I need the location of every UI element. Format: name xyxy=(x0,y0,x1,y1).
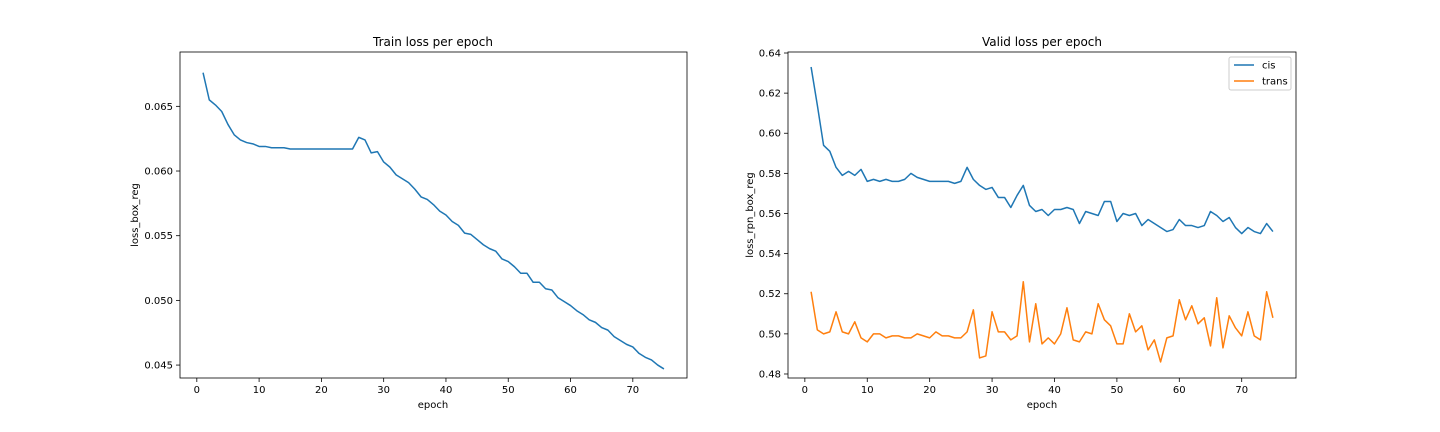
legend: cis trans xyxy=(1228,56,1292,91)
series-layer xyxy=(202,72,665,370)
y-tick-label: 0.48 xyxy=(759,369,781,380)
x-tick-label: 60 xyxy=(1173,385,1186,396)
series-layer xyxy=(810,66,1274,363)
x-tick-label: 10 xyxy=(861,385,874,396)
legend-label-trans: trans xyxy=(1262,77,1288,88)
chart-title: Train loss per epoch xyxy=(372,35,493,49)
y-tick-label: 0.52 xyxy=(759,289,781,300)
x-tick-label: 10 xyxy=(253,385,266,396)
y-tick-label: 0.64 xyxy=(759,49,781,60)
y-tick-label: 0.060 xyxy=(144,167,173,178)
x-tick-label: 70 xyxy=(1235,385,1248,396)
series-line-trans xyxy=(810,280,1274,363)
x-tick-label: 40 xyxy=(440,385,453,396)
ticks: 0 10 20 30 40 50 60 70 0.045 0.050 0.055 0.060 0.065 xyxy=(144,102,639,396)
x-tick-label: 50 xyxy=(1111,385,1124,396)
x-axis-label: epoch xyxy=(1027,400,1057,411)
y-tick-label: 0.065 xyxy=(144,102,173,113)
train-loss-chart: Train loss per epoch 0 10 20 30 40 50 60 70 0.04… xyxy=(130,35,688,411)
ticks: 0 10 20 30 40 50 60 70 0.48 0.50 0.52 0.54 0.56 0.58 0… xyxy=(759,49,1248,396)
x-tick-label: 70 xyxy=(626,385,639,396)
y-tick-label: 0.56 xyxy=(759,209,781,220)
x-tick-label: 0 xyxy=(802,385,808,396)
series-line xyxy=(202,72,665,370)
y-tick-label: 0.58 xyxy=(759,169,781,180)
y-tick-label: 0.045 xyxy=(144,361,173,372)
y-tick-label: 0.050 xyxy=(144,296,173,307)
x-axis-label: epoch xyxy=(418,400,448,411)
x-tick-label: 20 xyxy=(923,385,936,396)
y-tick-label: 0.62 xyxy=(759,89,781,100)
y-axis-label: loss_box_reg xyxy=(130,183,141,247)
x-tick-label: 50 xyxy=(502,385,515,396)
axes-frame xyxy=(787,51,1297,379)
valid-loss-chart: Valid loss per epoch 0 10 20 30 40 50 60 70 0.48… xyxy=(745,35,1297,411)
y-tick-label: 0.055 xyxy=(144,231,173,242)
axes-frame xyxy=(179,51,688,379)
x-tick-label: 60 xyxy=(564,385,577,396)
x-tick-label: 20 xyxy=(315,385,328,396)
legend-label-cis: cis xyxy=(1262,61,1276,72)
series-line-cis xyxy=(810,66,1274,235)
x-tick-label: 0 xyxy=(194,385,200,396)
y-tick-label: 0.60 xyxy=(759,129,781,140)
chart-title: Valid loss per epoch xyxy=(982,35,1102,49)
x-tick-label: 40 xyxy=(1048,385,1061,396)
y-tick-label: 0.50 xyxy=(759,329,781,340)
y-tick-label: 0.54 xyxy=(759,249,781,260)
x-tick-label: 30 xyxy=(377,385,390,396)
x-tick-label: 30 xyxy=(986,385,999,396)
y-axis-label: loss_rpn_box_reg xyxy=(745,172,756,258)
